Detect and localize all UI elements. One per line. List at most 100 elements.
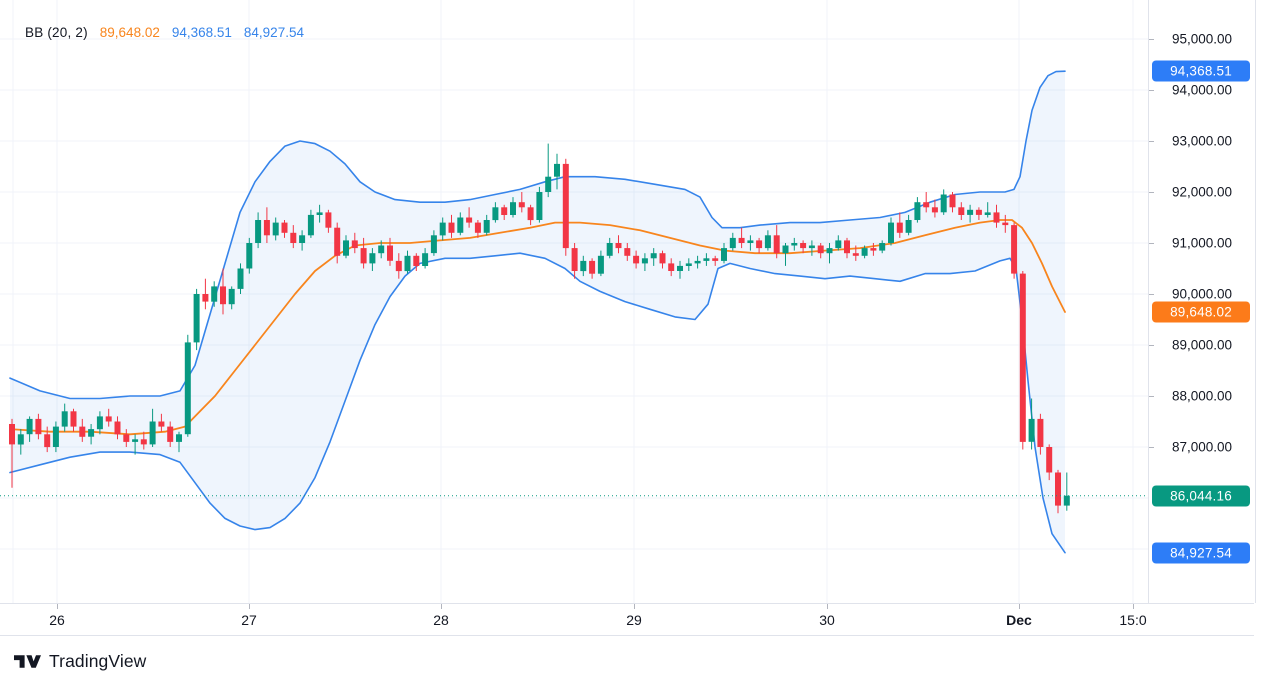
- last-price-label: 86,044.16: [1152, 485, 1250, 507]
- candle: [931, 199, 938, 218]
- candle: [404, 250, 411, 274]
- price-axis-label: 92,000.00: [1171, 184, 1233, 200]
- price-axis-label: 88,000.00: [1171, 388, 1233, 404]
- candle: [79, 418, 86, 442]
- candle: [193, 288, 200, 351]
- price-axis-label: 91,000.00: [1171, 235, 1233, 251]
- candle: [597, 250, 604, 277]
- grid-lines: [0, 0, 1148, 603]
- candle: [360, 237, 367, 269]
- time-axis-label: 27: [241, 611, 257, 628]
- candle: [536, 186, 543, 223]
- candle: [220, 268, 226, 315]
- price-axis[interactable]: 95,000.00 94,000.00 93,000.00 92,000.00 91,0…: [1148, 0, 1256, 603]
- candle: [958, 202, 965, 220]
- candle: [984, 202, 991, 218]
- candle: [510, 197, 516, 218]
- candle: [1055, 469, 1061, 514]
- candle: [967, 204, 974, 223]
- bb-upper-price-label: 94,368.51: [1152, 60, 1250, 82]
- price-axis-tick-mark: [1149, 90, 1154, 91]
- candle: [123, 429, 130, 447]
- bb-upper-value: 94,368.51: [171, 25, 232, 40]
- candle: [448, 214, 455, 238]
- candle: [633, 250, 640, 269]
- bb-lower-value: 84,927.54: [243, 25, 304, 40]
- candle: [888, 217, 894, 246]
- candle: [1037, 413, 1044, 455]
- candle: [940, 189, 947, 215]
- tradingview-logo-text: TradingView: [49, 651, 147, 671]
- time-axis-label: Dec: [1006, 611, 1032, 628]
- candle: [35, 413, 42, 440]
- candle: [694, 255, 701, 269]
- candle: [773, 225, 780, 259]
- candle: [140, 431, 147, 450]
- candle: [738, 227, 745, 249]
- price-axis-tick-mark: [1149, 447, 1154, 448]
- price-axis-tick-mark: [1149, 243, 1154, 244]
- time-axis-label: 28: [433, 611, 449, 628]
- candle: [844, 237, 850, 259]
- candle: [501, 204, 508, 220]
- candle: [290, 225, 297, 249]
- candle: [606, 237, 613, 259]
- candle: [870, 243, 877, 256]
- candle: [334, 222, 341, 264]
- candle: [721, 243, 727, 264]
- candle: [281, 220, 288, 238]
- time-axis-tick-mark: [1133, 604, 1134, 609]
- candle: [580, 255, 587, 277]
- candle: [483, 214, 490, 236]
- candle: [685, 258, 692, 271]
- price-axis-tick-mark: [1149, 345, 1154, 346]
- candle: [255, 212, 262, 249]
- price-axis-label: 94,000.00: [1171, 82, 1233, 98]
- candle: [246, 237, 253, 274]
- candle: [527, 204, 534, 226]
- bollinger-fill: [10, 71, 1065, 553]
- candle: [712, 255, 719, 266]
- candle: [211, 281, 218, 307]
- time-axis-tick-mark: [441, 604, 442, 609]
- price-axis-tick-mark: [1149, 294, 1154, 295]
- candle: [923, 192, 930, 213]
- candle: [729, 232, 736, 251]
- candle: [545, 143, 552, 198]
- candle: [325, 209, 332, 233]
- bb-basis-value: 89,648.02: [99, 25, 160, 40]
- tradingview-logo[interactable]: TradingView: [14, 651, 146, 672]
- price-axis-tick-mark: [1149, 192, 1154, 193]
- candle: [96, 411, 103, 435]
- price-axis-label: 89,000.00: [1171, 337, 1233, 353]
- candle: [343, 235, 349, 259]
- time-axis-label: 26: [49, 611, 65, 628]
- candle: [492, 202, 499, 223]
- price-axis-label: 87,000.00: [1171, 439, 1233, 455]
- candle: [184, 334, 191, 437]
- price-axis-tick-mark: [1149, 39, 1154, 40]
- candle: [782, 243, 789, 266]
- candle: [861, 245, 868, 259]
- candle: [703, 253, 710, 266]
- candles: [9, 143, 1070, 514]
- candle: [307, 209, 314, 238]
- price-axis-label: 93,000.00: [1171, 133, 1233, 149]
- candlestick-chart[interactable]: [0, 0, 1148, 603]
- candle: [571, 243, 578, 279]
- indicator-legend[interactable]: BB (20, 2) 89,648.02 94,368.51 84,927.54: [25, 25, 304, 40]
- candle: [835, 235, 842, 251]
- candle: [764, 230, 771, 251]
- candle: [263, 207, 270, 243]
- time-axis[interactable]: 26 27 28 29 30 Dec 15:0: [0, 603, 1254, 636]
- indicator-name[interactable]: BB (20, 2): [25, 25, 88, 40]
- chart-plot-area[interactable]: [0, 0, 1148, 603]
- candle: [167, 421, 174, 447]
- candle: [826, 243, 833, 264]
- candle: [105, 408, 112, 427]
- candle: [26, 416, 33, 442]
- candle: [457, 212, 464, 236]
- candle: [641, 253, 648, 271]
- candle: [1046, 444, 1053, 481]
